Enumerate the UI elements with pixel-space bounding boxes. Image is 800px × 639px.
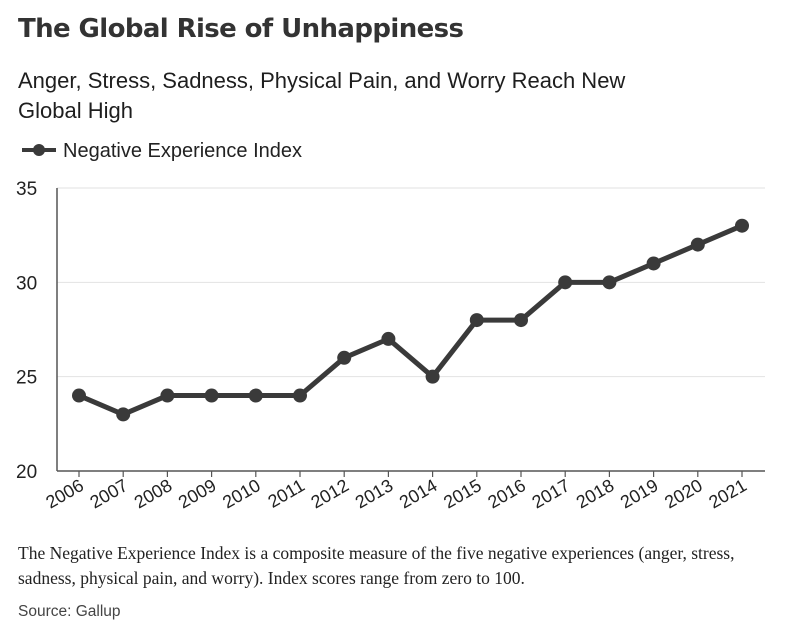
chart-subtitle: Anger, Stress, Sadness, Physical Pain, a… xyxy=(18,68,626,123)
x-tick-label: 2015 xyxy=(440,475,485,512)
legend-label: Negative Experience Index xyxy=(63,140,302,162)
data-point xyxy=(735,218,749,233)
series-line xyxy=(76,223,745,417)
data-point xyxy=(160,388,175,403)
footnote: The Negative Experience Index is a compo… xyxy=(18,543,735,588)
x-tick-label: 2009 xyxy=(175,475,220,512)
x-tick-label: 2010 xyxy=(219,475,264,512)
x-tick-label: 2006 xyxy=(42,475,87,512)
data-point xyxy=(558,275,573,290)
legend-marker xyxy=(33,144,45,156)
data-point xyxy=(602,275,617,290)
x-tick-label: 2013 xyxy=(352,475,397,512)
x-tick-label: 2019 xyxy=(617,475,662,512)
x-tick-label: 2017 xyxy=(529,475,574,512)
data-point xyxy=(248,388,263,403)
x-tick-label: 2021 xyxy=(705,475,750,512)
y-tick-label: 35 xyxy=(16,179,37,200)
x-tick-label: 2016 xyxy=(484,475,529,512)
x-tick-label: 2011 xyxy=(264,475,308,512)
data-point xyxy=(381,331,396,346)
y-tick-label: 20 xyxy=(16,462,37,483)
data-point xyxy=(469,313,484,328)
data-point xyxy=(72,388,86,403)
x-tick-label: 2008 xyxy=(131,475,176,512)
source-note: Source: Gallup xyxy=(18,603,121,620)
legend: Negative Experience Index xyxy=(22,140,302,162)
y-tick-label: 25 xyxy=(16,368,37,389)
x-tick-label: 2007 xyxy=(87,475,132,512)
data-point xyxy=(116,407,131,422)
data-point xyxy=(514,313,528,328)
data-point xyxy=(204,388,219,403)
data-point xyxy=(293,388,307,403)
x-tick-label: 2012 xyxy=(308,475,353,512)
data-point xyxy=(425,369,440,384)
y-tick-label: 30 xyxy=(16,273,37,294)
x-tick-label: 2020 xyxy=(661,475,706,512)
data-point xyxy=(337,350,352,365)
x-tick-label: 2018 xyxy=(573,475,618,512)
chart-title: The Global Rise of Unhappiness xyxy=(18,14,464,44)
x-tick-label: 2014 xyxy=(396,475,441,512)
data-point xyxy=(646,256,661,271)
data-point xyxy=(690,237,705,252)
